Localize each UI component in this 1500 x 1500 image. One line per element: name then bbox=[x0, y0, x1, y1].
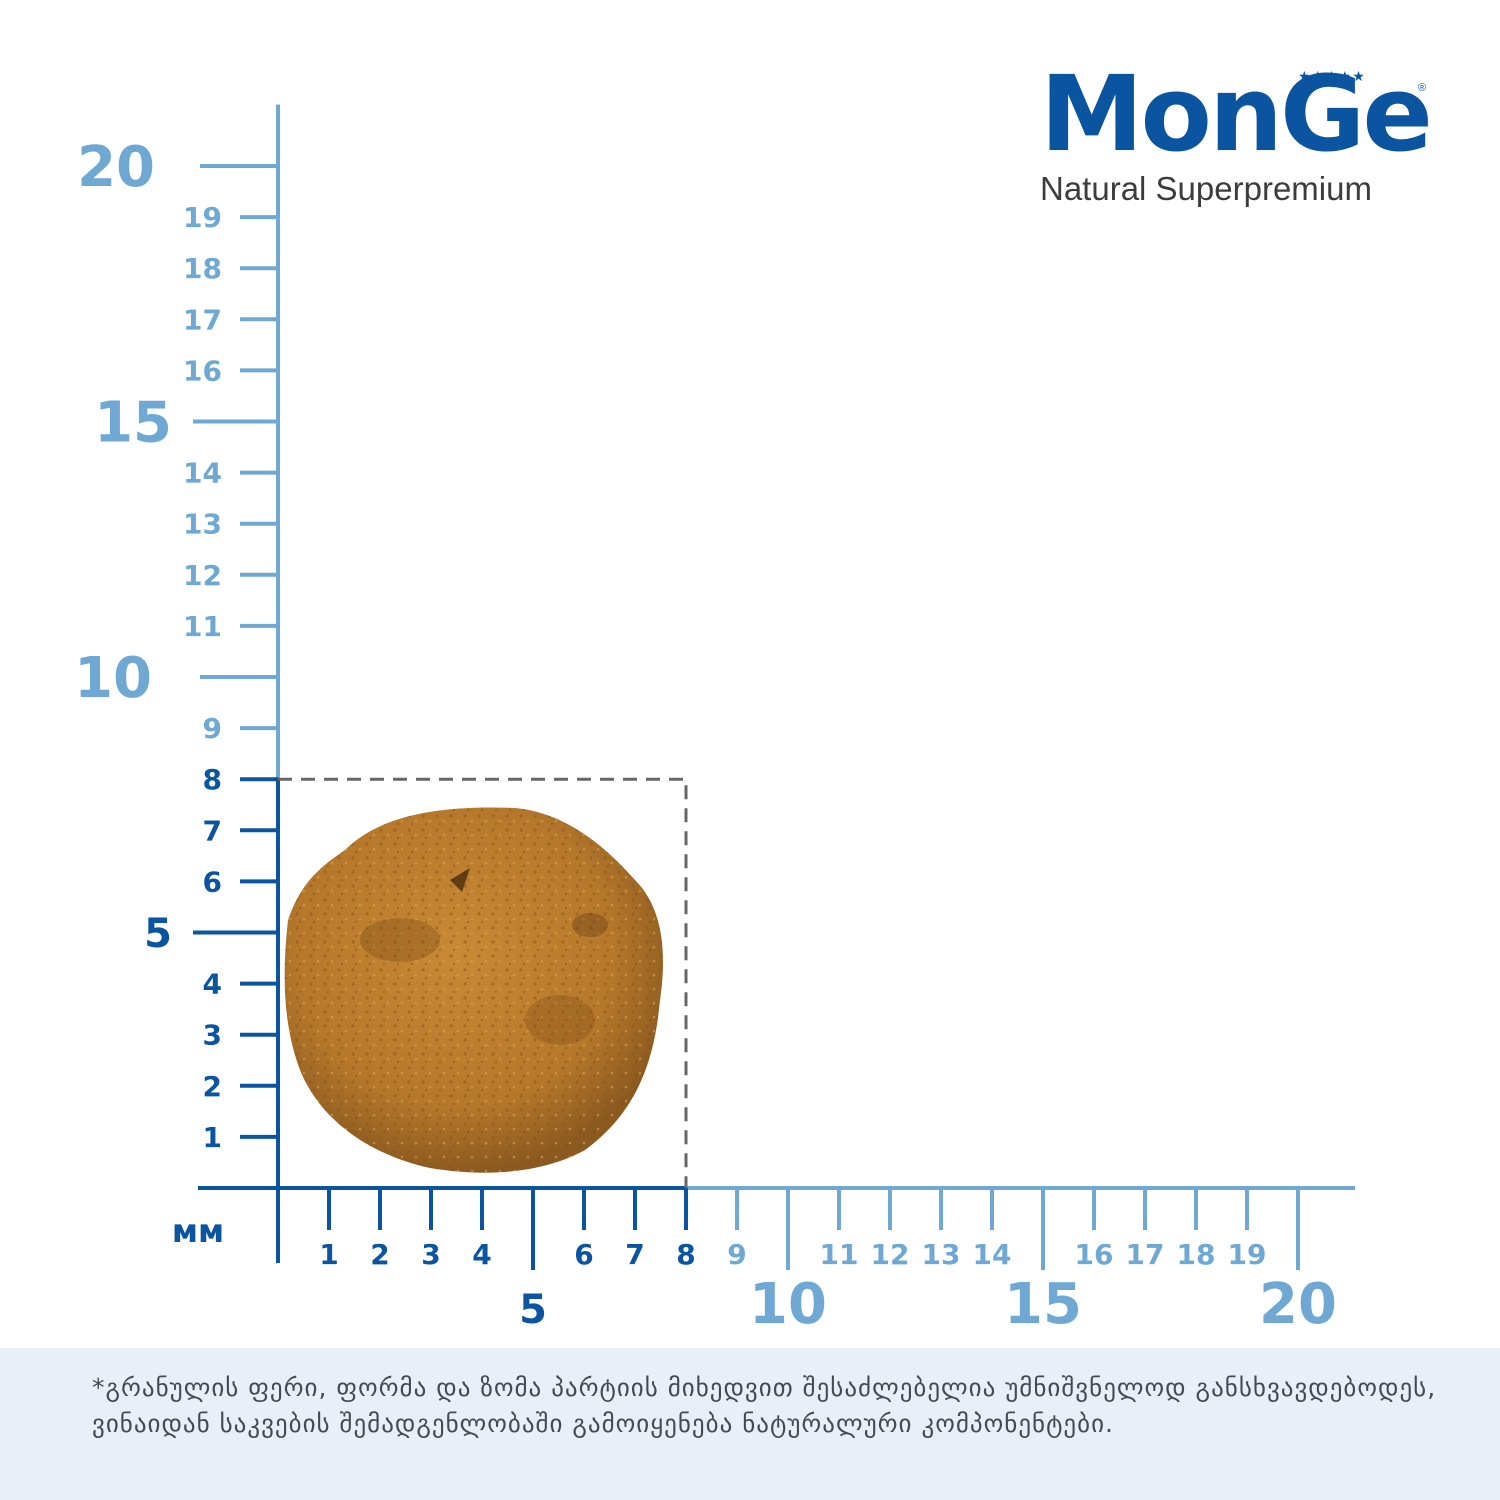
vertical-minor-label: 2 bbox=[203, 1070, 222, 1103]
horizontal-minor-label: 6 bbox=[574, 1238, 593, 1271]
vertical-minor-label: 18 bbox=[183, 252, 222, 285]
unit-label: мм bbox=[172, 1212, 224, 1250]
vertical-minor-label: 7 bbox=[203, 814, 222, 847]
vertical-minor-label: 14 bbox=[183, 457, 222, 490]
vertical-major-label: 5 bbox=[144, 911, 172, 957]
vertical-minor-label: 9 bbox=[203, 712, 222, 745]
vertical-major-label: 20 bbox=[77, 135, 155, 200]
horizontal-minor-label: 18 bbox=[1177, 1238, 1216, 1271]
vertical-minor-label: 16 bbox=[183, 354, 222, 387]
vertical-minor-label: 11 bbox=[183, 610, 222, 643]
kibble-crack bbox=[450, 868, 470, 892]
vertical-minor-label: 12 bbox=[183, 559, 222, 592]
disclaimer-text: *გრანულის ფერი, ფორმა და ზომა პარტიის მი… bbox=[92, 1373, 1437, 1438]
vertical-major-label: 15 bbox=[94, 391, 172, 456]
vertical-minor-label: 3 bbox=[203, 1019, 222, 1052]
brand-stars-icon: ★★★★★ bbox=[1298, 68, 1366, 84]
horizontal-minor-label: 7 bbox=[625, 1238, 644, 1271]
horizontal-major-label: 5 bbox=[519, 1287, 547, 1333]
horizontal-major-label: 20 bbox=[1259, 1272, 1337, 1337]
vertical-minor-label: 17 bbox=[183, 303, 222, 336]
registered-mark: ® bbox=[1418, 82, 1427, 94]
kibble-shade bbox=[572, 913, 608, 937]
horizontal-major-label: 15 bbox=[1004, 1272, 1082, 1337]
vertical-major-label: 10 bbox=[74, 646, 152, 711]
vertical-minor-label: 13 bbox=[183, 508, 222, 541]
horizontal-minor-label: 11 bbox=[820, 1238, 859, 1271]
brand-name: MonGe bbox=[1040, 53, 1433, 175]
kibble-shade bbox=[360, 918, 440, 962]
horizontal-minor-label: 1 bbox=[319, 1238, 338, 1271]
horizontal-minor-label: 3 bbox=[421, 1238, 440, 1271]
horizontal-minor-label: 8 bbox=[676, 1238, 695, 1271]
brand-tagline: Natural Superpremium bbox=[1040, 170, 1372, 207]
brand-logo: MonGe ★★★★★ ® Natural Superpremium bbox=[1040, 62, 1440, 208]
horizontal-minor-label: 4 bbox=[472, 1238, 491, 1271]
kibble-texture bbox=[284, 807, 663, 1173]
horizontal-minor-label: 14 bbox=[973, 1238, 1012, 1271]
kibble-size-guide bbox=[278, 777, 688, 1188]
footer-disclaimer: *გრანულის ფერი, ფორმა და ზომა პარტიის მი… bbox=[0, 1348, 1500, 1500]
horizontal-minor-label: 16 bbox=[1075, 1238, 1114, 1271]
vertical-minor-label: 8 bbox=[203, 763, 222, 796]
horizontal-minor-label: 12 bbox=[871, 1238, 910, 1271]
vertical-minor-label: 19 bbox=[183, 201, 222, 234]
horizontal-minor-label: 19 bbox=[1228, 1238, 1267, 1271]
horizontal-minor-label: 17 bbox=[1126, 1238, 1165, 1271]
vertical-minor-label: 4 bbox=[203, 968, 222, 1001]
kibble-shade bbox=[525, 995, 595, 1045]
vertical-minor-label: 1 bbox=[203, 1121, 222, 1154]
vertical-minor-label: 6 bbox=[203, 865, 222, 898]
horizontal-major-label: 10 bbox=[749, 1272, 827, 1337]
kibble-photo bbox=[284, 807, 663, 1173]
horizontal-minor-label: 9 bbox=[727, 1238, 746, 1271]
horizontal-minor-label: 2 bbox=[370, 1238, 389, 1271]
horizontal-minor-label: 13 bbox=[922, 1238, 961, 1271]
